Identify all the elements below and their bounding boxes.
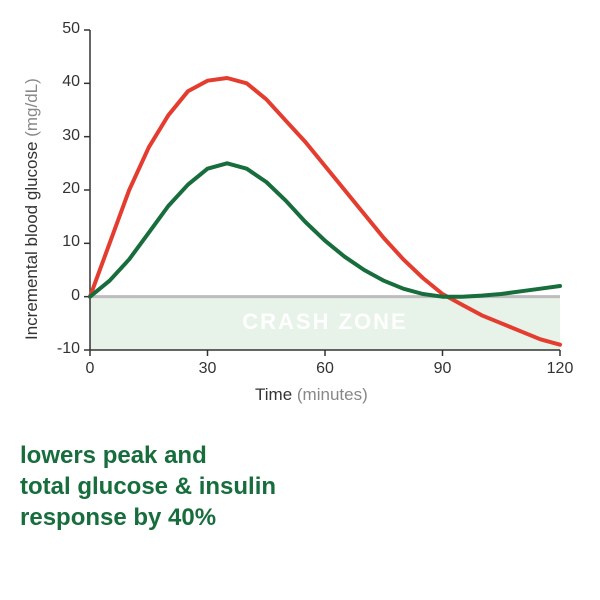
y-tick: 20 (40, 180, 80, 198)
crash-zone-label: CRASH ZONE (90, 309, 560, 335)
x-axis-label: Time (minutes) (255, 385, 368, 405)
x-tick: 90 (423, 360, 463, 378)
caption-line-3: response by 40% (20, 502, 276, 533)
caption-line-2: total glucose & insulin (20, 471, 276, 502)
y-axis-label-text: Incremental blood glucose (22, 142, 41, 340)
x-tick: 0 (70, 360, 110, 378)
y-tick: 30 (40, 127, 80, 145)
caption: lowers peak and total glucose & insulin … (20, 440, 276, 534)
y-tick: 0 (40, 287, 80, 305)
x-axis-label-text: Time (255, 385, 292, 404)
glucose-chart: Incremental blood glucose (mg/dL) Time (… (0, 0, 600, 420)
y-tick: 10 (40, 233, 80, 251)
x-tick: 30 (188, 360, 228, 378)
caption-line-1: lowers peak and (20, 440, 276, 471)
y-axis-label: Incremental blood glucose (mg/dL) (22, 78, 42, 340)
y-tick: 50 (40, 20, 80, 38)
chart-svg (0, 0, 600, 420)
x-axis-label-unit: (minutes) (297, 385, 368, 404)
x-tick: 60 (305, 360, 345, 378)
y-tick: -10 (40, 340, 80, 358)
y-axis-label-unit: (mg/dL) (22, 78, 41, 137)
x-tick: 120 (540, 360, 580, 378)
y-tick: 40 (40, 73, 80, 91)
